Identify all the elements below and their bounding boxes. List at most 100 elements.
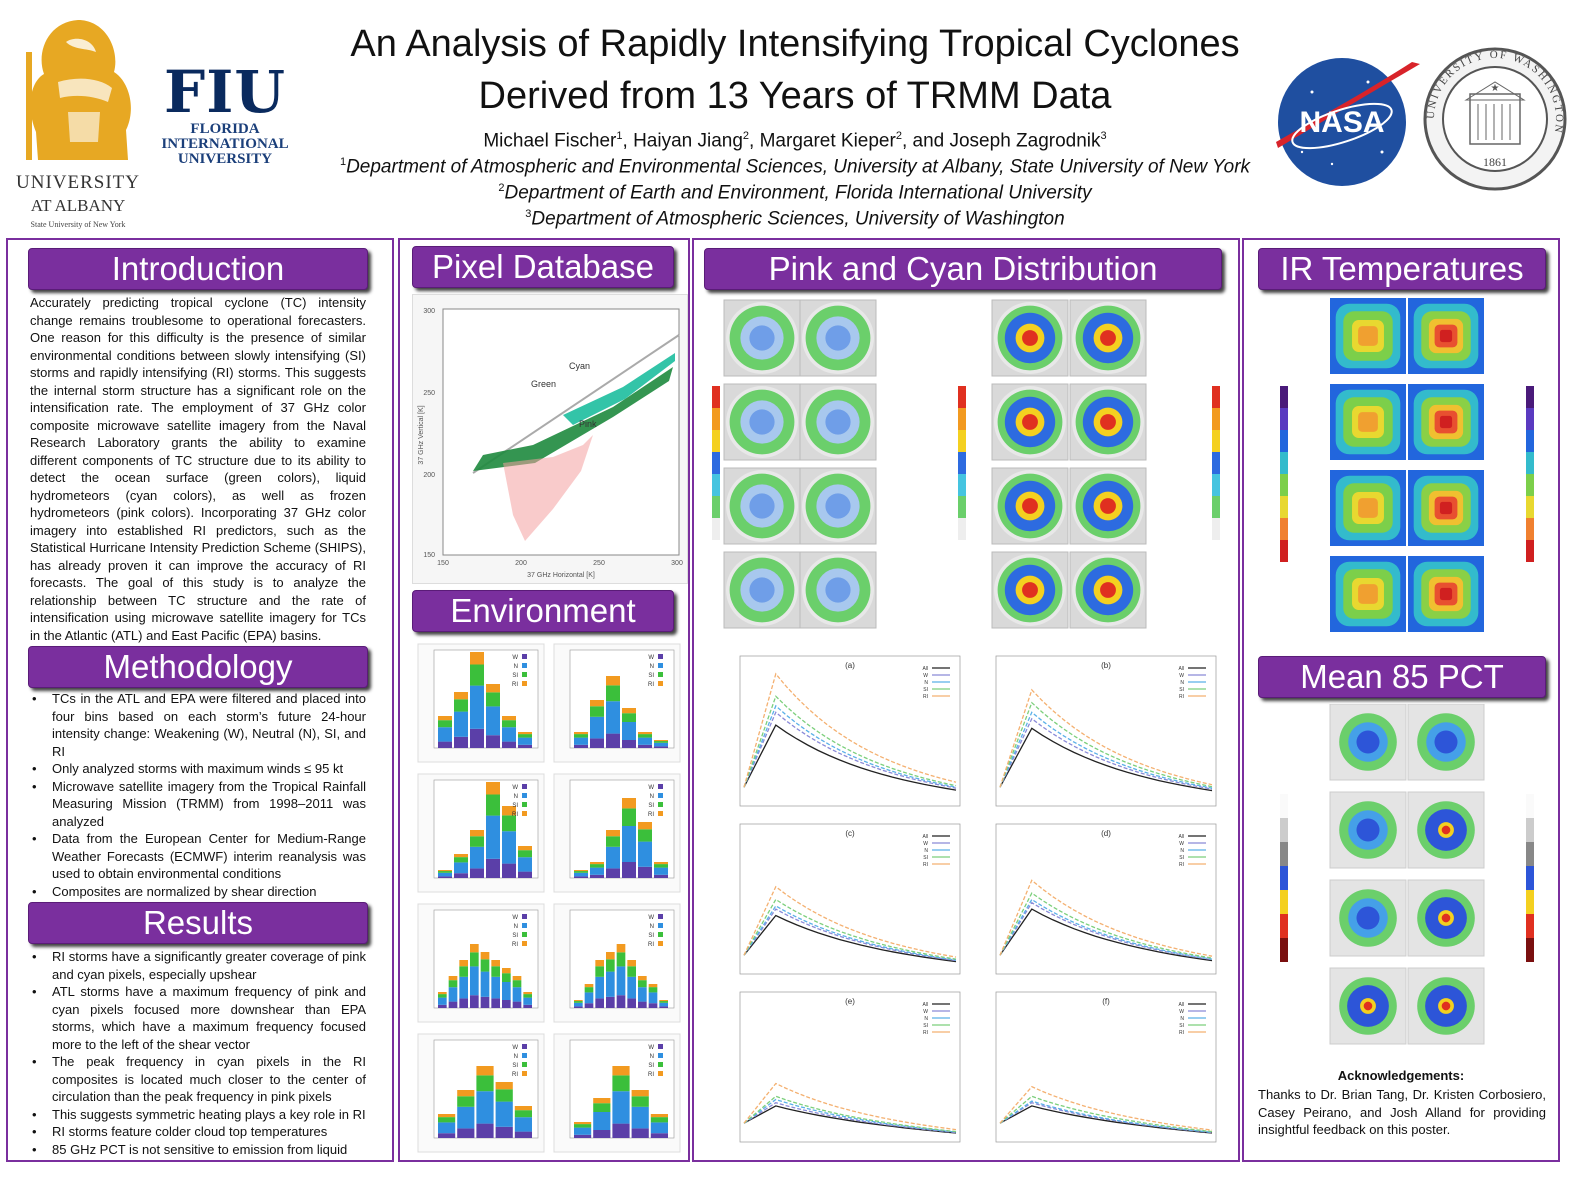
scatter-label-pink: Pink [579,419,597,429]
affil-text: Department of Atmospheric Sciences, Univ… [531,208,1065,230]
composite-contour [1100,330,1116,346]
histogram-bar-segment [457,1106,475,1129]
colorbar-segment [712,474,720,496]
histogram-bar-segment [486,735,500,748]
colorbar-segment [712,496,720,518]
histogram-bar-segment [491,976,500,999]
affil-sup: 2 [498,182,505,194]
profile-series-line [999,1105,1213,1134]
histogram-bar-segment [518,871,532,878]
y-axis-label: 37 GHz Vertical [K] [418,405,425,464]
legend-label: RI [512,682,518,688]
affiliation-1: 1Department of Atmospheric and Environme… [300,156,1290,178]
fiu-name-line2: INTERNATIONAL [161,136,289,152]
ir-contour [1358,412,1378,432]
uw-year: 1861 [1483,155,1507,169]
list-item: Only analyzed storms with maximum winds … [28,760,366,778]
profile-legend-label: SI [923,687,928,693]
profile-series-line [999,1100,1213,1133]
histogram-bar-segment [454,873,468,878]
histogram-bar-segment [654,874,668,878]
histogram-bar-segment [448,976,458,981]
pct-colorbar-segment [1526,866,1534,890]
histogram-bar-segment [590,874,604,878]
histogram-bar-segment [480,952,490,960]
histogram-bar-segment [574,871,588,873]
acknowledgements-heading: Acknowledgements: [1337,1068,1465,1083]
composite-contour [749,325,775,351]
affiliation-3: 3Department of Atmospheric Sciences, Uni… [300,208,1290,230]
histogram-bar-segment [470,846,484,869]
uw-seal-icon: ★ 1861 UNIVERSITY OF WASHINGTON [1423,47,1567,191]
histogram-bar-segment [502,982,511,1000]
mean-85-pct-heading: Mean 85 PCT [1258,656,1546,698]
histogram-bar-segment [606,836,620,847]
histogram-bar-segment [438,1122,456,1134]
pink-cyan-composites [700,296,1236,646]
colorbar-segment [958,474,966,496]
histogram-bar-segment [486,815,500,859]
histogram-bar-segment [448,980,458,988]
histogram-bar-segment [654,864,668,868]
histogram-bar-segment [612,1123,630,1138]
list-item: RI storms have a significantly greater c… [28,948,366,983]
histogram-bar-segment [606,952,615,960]
nasa-wordmark: NASA [1299,106,1384,139]
affil-sup: 3 [525,208,532,220]
profile-series-line [999,879,1213,957]
histogram-bar-segment [514,1131,532,1138]
histogram-bar-segment [659,1001,668,1003]
histogram-bar-segment [476,1075,494,1092]
profile-legend-label: All [1178,666,1184,672]
legend-label: SI [512,673,518,679]
colorbar-segment [958,408,966,430]
profile-series-line [999,1085,1213,1131]
histogram-bar-segment [495,1089,513,1102]
legend-swatch [522,1062,527,1067]
column-3 [692,238,1240,1162]
profile-legend-label: W [923,841,928,847]
histogram-bar-segment [574,1000,583,1002]
histogram-bar-segment [654,867,668,875]
histogram-bar-segment [574,744,588,748]
legend-label: RI [512,812,518,818]
profile-legend-label: RI [923,694,928,700]
profile-legend-label: All [1178,1002,1184,1008]
histogram-bar-segment [512,980,522,988]
histogram-bar-segment [512,1001,522,1008]
composite-contour [1100,582,1116,598]
histogram-bar-segment [574,870,588,872]
colorbar-segment [712,518,720,540]
pct-colorbar-segment [1526,938,1534,962]
legend-label: RI [648,942,654,948]
histogram-bar-segment [514,1106,532,1111]
colorbar-segment [712,408,720,430]
x-tick: 150 [437,560,449,567]
histogram-bar-segment [638,744,652,748]
profile-axes [739,655,961,807]
legend-label: SI [648,1063,654,1069]
pct-contour [1356,730,1380,754]
pct-colorbar-segment [1526,842,1534,866]
profile-panel-label: (c) [845,829,855,838]
histogram-bar-segment [502,720,516,728]
histogram-bar-segment [654,742,668,747]
histogram-bar-segment [476,1091,494,1124]
author-sup: 2 [742,130,750,142]
pct-composite-grid [1280,703,1534,1045]
histogram-bar-segment [502,831,516,864]
ir-temperature-composites [1250,296,1556,644]
author-name: Michael Fischer [483,130,617,152]
profile-series-line [743,908,957,962]
legend-label: SI [648,803,654,809]
histogram-bar-segment [606,959,615,972]
legend-swatch [658,663,663,668]
histogram-bar-segment [606,830,620,837]
histogram-bar-segment [476,1066,494,1076]
histogram-bar-segment [438,876,452,878]
profile-legend-label: SI [923,855,928,861]
histogram-bar-segment [590,700,604,707]
legend-swatch [522,811,527,816]
ir-colorbar-segment [1280,452,1288,474]
